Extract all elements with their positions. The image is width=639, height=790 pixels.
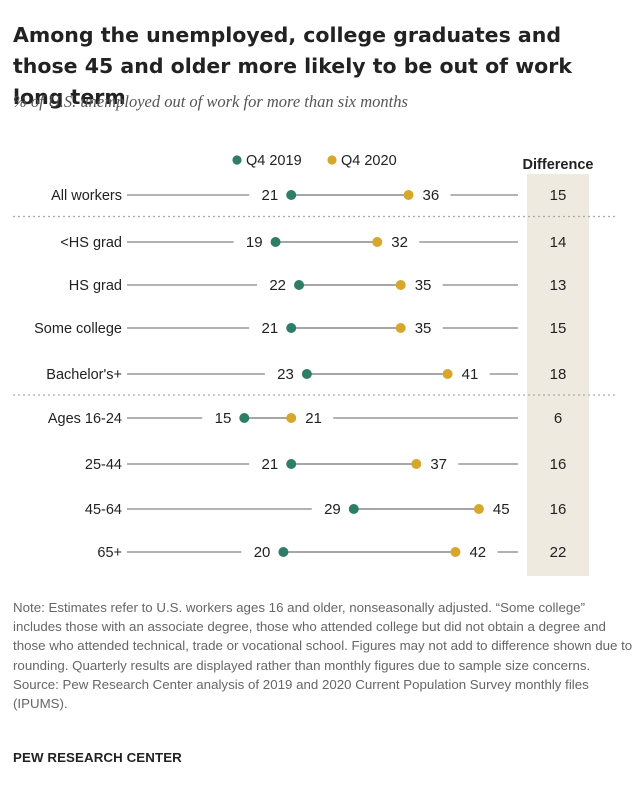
difference-value-ages-16-24: 6 (554, 410, 562, 427)
value-label-q2020-some-college: 35 (415, 320, 432, 337)
legend-label-q2020: Q4 2020 (341, 153, 397, 169)
difference-value-some-college: 15 (550, 320, 567, 337)
difference-value-65: 22 (550, 544, 567, 561)
dot-q2020-some-college (395, 323, 406, 333)
category-label-hs-grad: <HS grad (60, 235, 122, 251)
legend-label-q2019: Q4 2019 (246, 153, 302, 169)
value-label-q2019-ages-16-24: 15 (215, 410, 232, 427)
dot-q2019-bachelor-s (301, 369, 312, 379)
dot-plot-chart: Q4 2019 Q4 2020 Difference All workers 21 36 1… (13, 153, 616, 576)
category-label-ages-16-24: Ages 16-24 (48, 411, 122, 427)
category-label-hs-grad: HS grad (69, 278, 122, 294)
difference-value-25-44: 16 (550, 456, 567, 473)
pew-research-center-logo: PEW RESEARCH CENTER (13, 750, 182, 765)
value-label-q2019-hs-grad: 22 (269, 277, 286, 294)
value-label-q2020-ages-16-24: 21 (305, 410, 322, 427)
difference-header: Difference (523, 157, 594, 173)
category-label-bachelor-s: Bachelor's+ (46, 367, 122, 383)
dot-q2019-ages-16-24 (239, 413, 250, 423)
value-label-q2019-65: 20 (254, 544, 271, 561)
dot-q2019-hs-grad (294, 280, 305, 290)
value-label-q2020-65: 42 (469, 544, 486, 561)
dot-q2019-hs-grad (270, 237, 281, 247)
category-label-all-workers: All workers (51, 188, 122, 204)
difference-value-hs-grad: 14 (550, 234, 567, 251)
value-label-q2019-some-college: 21 (262, 320, 279, 337)
difference-value-all-workers: 15 (550, 187, 567, 204)
legend-marker-q2019 (232, 155, 242, 165)
difference-value-45-64: 16 (550, 501, 567, 518)
note-text: Note: Estimates refer to U.S. workers ag… (13, 600, 633, 673)
legend-marker-q2020 (327, 155, 337, 165)
dot-q2019-some-college (286, 323, 297, 333)
dot-q2020-all-workers (403, 190, 414, 200)
dot-q2019-all-workers (286, 190, 297, 200)
difference-column-shade (527, 174, 589, 576)
dot-q2020-hs-grad (395, 280, 406, 290)
value-label-q2020-45-64: 45 (493, 501, 510, 518)
dot-q2020-45-64 (473, 504, 484, 514)
source-text: Source: Pew Research Center analysis of … (13, 676, 589, 712)
dot-q2020-65 (450, 547, 461, 557)
value-label-q2019-bachelor-s: 23 (277, 366, 294, 383)
dot-q2019-25-44 (286, 459, 297, 469)
footnote: Note: Estimates refer to U.S. workers ag… (13, 598, 633, 713)
dot-q2020-hs-grad (372, 237, 383, 247)
category-label-65: 65+ (97, 545, 122, 561)
category-label-45-64: 45-64 (85, 502, 122, 518)
value-label-q2019-all-workers: 21 (262, 187, 279, 204)
difference-value-hs-grad: 13 (550, 277, 567, 294)
difference-value-bachelor-s: 18 (550, 366, 567, 383)
value-label-q2020-hs-grad: 32 (391, 234, 408, 251)
dot-q2020-bachelor-s (442, 369, 453, 379)
value-label-q2020-hs-grad: 35 (415, 277, 432, 294)
dot-q2019-65 (278, 547, 289, 557)
value-label-q2019-45-64: 29 (324, 501, 341, 518)
dot-q2020-25-44 (411, 459, 422, 469)
dot-q2020-ages-16-24 (286, 413, 297, 423)
category-label-25-44: 25-44 (85, 457, 122, 473)
value-label-q2020-25-44: 37 (430, 456, 447, 473)
value-label-q2020-bachelor-s: 41 (462, 366, 479, 383)
value-label-q2020-all-workers: 36 (423, 187, 440, 204)
value-label-q2019-hs-grad: 19 (246, 234, 263, 251)
dot-q2019-45-64 (348, 504, 359, 514)
chart-title: Among the unemployed, college graduates … (13, 23, 572, 109)
value-label-q2019-25-44: 21 (262, 456, 279, 473)
chart-subtitle: % of U.S. unemployed out of work for mor… (13, 92, 408, 111)
category-label-some-college: Some college (34, 321, 122, 337)
